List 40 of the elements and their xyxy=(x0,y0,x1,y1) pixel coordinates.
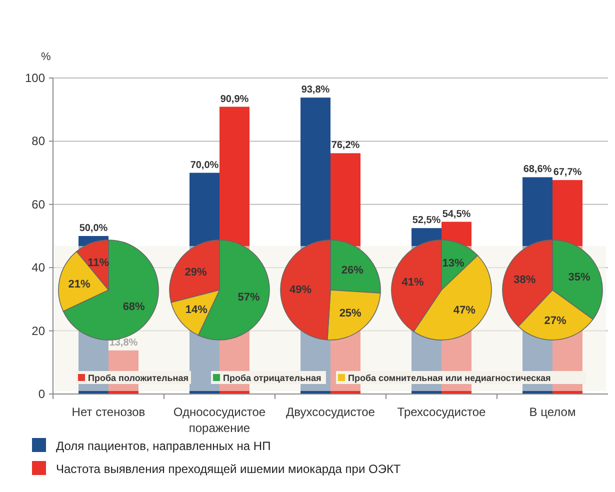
legend-label: Проба положительная xyxy=(88,373,188,383)
data-label: 50,0% xyxy=(79,223,108,234)
y-axis-title: % xyxy=(41,51,51,63)
data-label: 38% xyxy=(514,274,536,286)
data-label: 90,9% xyxy=(220,94,249,105)
data-label: 21% xyxy=(68,278,90,290)
data-label: 41% xyxy=(402,276,424,288)
y-tick-label: 40 xyxy=(32,260,46,275)
data-label: 49% xyxy=(290,284,312,296)
legend-label: Частота выявления преходящей ишемии миокарда при ОЭКТ xyxy=(56,462,402,476)
data-label: 29% xyxy=(184,266,208,279)
data-label: 47% xyxy=(453,304,476,316)
data-label: 14% xyxy=(185,304,208,316)
x-tick-label: Однососудистое поражение xyxy=(173,405,266,435)
x-tick-label: Двухсосудистое xyxy=(286,405,376,419)
y-tick-label: 60 xyxy=(32,197,46,212)
legend-label: Проба отрицательная xyxy=(223,373,322,383)
y-tick-label: 0 xyxy=(38,387,46,401)
x-tick-label: Трехсосудистое xyxy=(397,405,486,419)
data-label: 68,6% xyxy=(523,164,552,176)
y-tick-label: 100 xyxy=(24,71,46,85)
data-label: 35% xyxy=(568,271,590,284)
data-label: 93,8% xyxy=(301,84,330,96)
y-tick-label: 20 xyxy=(32,324,46,338)
data-label: 67,7% xyxy=(553,167,582,178)
data-label: 25% xyxy=(339,308,362,320)
y-tick-label: 80 xyxy=(32,134,46,148)
x-tick-label: Нет стенозов xyxy=(72,405,146,419)
legend-label: Доля пациентов, направленных на НП xyxy=(56,439,271,453)
data-label: 52,5% xyxy=(412,215,441,226)
data-label: 57% xyxy=(238,292,260,304)
data-label: 68% xyxy=(122,301,146,314)
x-tick-label: В целом xyxy=(529,405,576,419)
legend-label: Проба сомнительная или недиагностическая xyxy=(348,373,551,383)
data-label: 76,2% xyxy=(331,140,360,152)
data-label: 54,5% xyxy=(442,208,471,220)
data-label: 26% xyxy=(341,264,364,276)
data-label: 13% xyxy=(442,257,465,270)
data-label: 70,0% xyxy=(190,160,219,171)
data-label: 27% xyxy=(544,314,567,327)
